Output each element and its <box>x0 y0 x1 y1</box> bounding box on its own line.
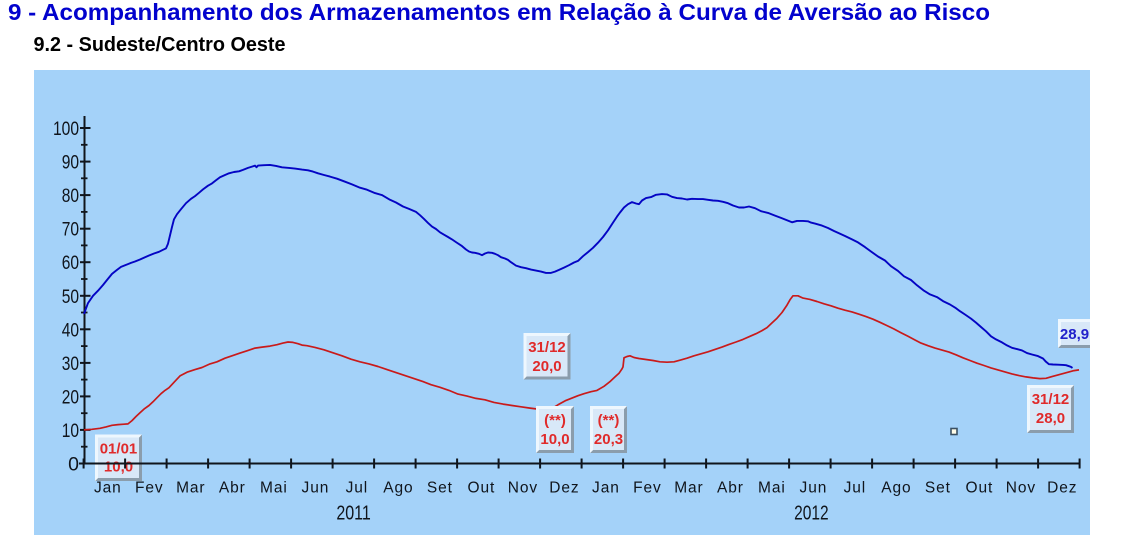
svg-text:Jun: Jun <box>800 480 828 497</box>
svg-text:28,0: 28,0 <box>1036 410 1065 427</box>
svg-text:Nov: Nov <box>1006 480 1036 497</box>
svg-text:Set: Set <box>925 480 951 497</box>
svg-text:60: 60 <box>62 252 79 274</box>
svg-text:Jun: Jun <box>302 480 330 497</box>
svg-text:Mar: Mar <box>176 480 205 497</box>
svg-text:Mar: Mar <box>674 480 703 497</box>
svg-text:9.2 - Sudeste/Centro Oeste: 9.2 - Sudeste/Centro Oeste <box>34 34 286 56</box>
svg-text:Jan: Jan <box>592 480 620 497</box>
svg-text:Set: Set <box>427 480 453 497</box>
svg-text:10,0: 10,0 <box>540 431 569 448</box>
svg-text:Abr: Abr <box>717 480 744 497</box>
svg-text:Out: Out <box>468 480 496 497</box>
svg-text:0: 0 <box>68 454 79 476</box>
svg-text:80: 80 <box>62 185 79 207</box>
svg-text:50: 50 <box>62 286 79 308</box>
svg-text:Jan: Jan <box>94 480 122 497</box>
svg-text:10,0: 10,0 <box>104 458 133 475</box>
svg-text:2011: 2011 <box>336 503 371 525</box>
svg-text:Mai: Mai <box>758 480 786 497</box>
svg-text:10: 10 <box>62 420 79 442</box>
svg-text:9 - Acompanhamento dos Armazen: 9 - Acompanhamento dos Armazenamentos em… <box>8 0 990 25</box>
svg-text:Out: Out <box>966 480 994 497</box>
svg-text:90: 90 <box>62 152 79 174</box>
svg-text:100: 100 <box>53 118 79 140</box>
svg-text:40: 40 <box>62 319 79 341</box>
svg-text:(**): (**) <box>544 412 566 429</box>
svg-text:Mai: Mai <box>260 480 288 497</box>
svg-text:28,9: 28,9 <box>1060 326 1089 343</box>
svg-text:Jul: Jul <box>346 480 369 497</box>
svg-text:Ago: Ago <box>881 480 911 497</box>
svg-text:Dez: Dez <box>549 480 579 497</box>
svg-text:Abr: Abr <box>219 480 246 497</box>
svg-text:20,0: 20,0 <box>532 358 561 375</box>
svg-text:Nov: Nov <box>508 480 538 497</box>
svg-text:20,3: 20,3 <box>594 431 623 448</box>
svg-text:01/01: 01/01 <box>100 441 138 458</box>
svg-text:Ago: Ago <box>383 480 413 497</box>
svg-text:Fev: Fev <box>135 480 164 497</box>
svg-text:2012: 2012 <box>794 503 829 525</box>
svg-text:70: 70 <box>62 219 79 241</box>
svg-text:20: 20 <box>62 386 79 408</box>
svg-text:31/12: 31/12 <box>1032 391 1070 408</box>
svg-text:30: 30 <box>62 353 79 375</box>
svg-text:(**): (**) <box>598 412 620 429</box>
svg-text:Dez: Dez <box>1047 480 1077 497</box>
svg-text:Jul: Jul <box>844 480 867 497</box>
svg-text:31/12: 31/12 <box>528 339 566 356</box>
svg-text:Fev: Fev <box>633 480 662 497</box>
